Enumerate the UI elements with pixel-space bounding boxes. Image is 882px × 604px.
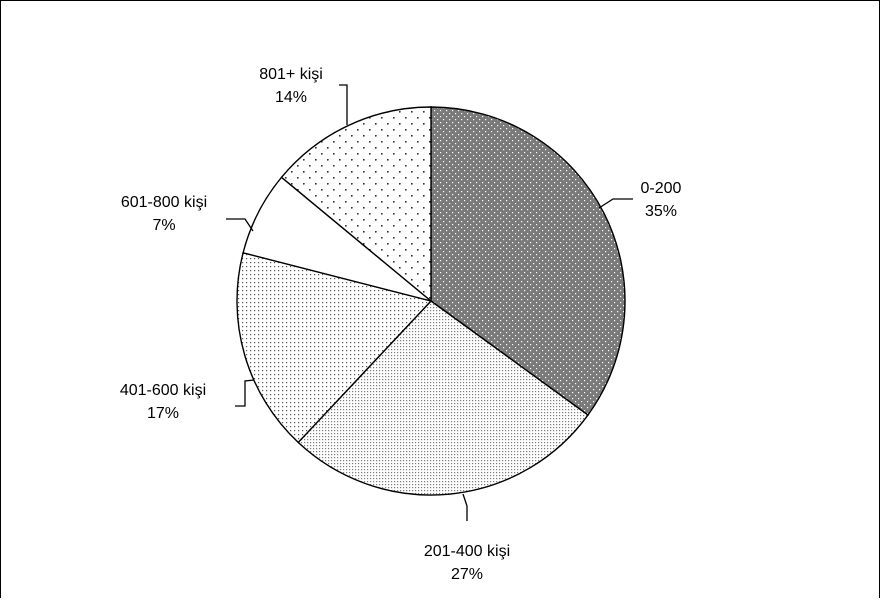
slice-category-label-1: 201-400 kişi xyxy=(424,543,510,560)
leader-lines xyxy=(226,84,633,521)
pie-slice-0 xyxy=(430,106,626,417)
slice-percent-label-0: 35% xyxy=(645,203,677,220)
slice-category-label-0: 0-200 xyxy=(641,180,682,197)
slice-percent-label-4: 14% xyxy=(275,89,307,106)
slice-category-label-3: 601-800 kişi xyxy=(121,194,207,211)
pie-slices xyxy=(236,106,626,496)
pie-slice-2 xyxy=(236,251,433,444)
slice-percent-label-1: 27% xyxy=(451,566,483,583)
leader-line-1 xyxy=(462,493,468,521)
slice-labels: 0-200 35% 201-400 kişi 27% 401-600 kişi 17% 60… xyxy=(120,66,682,583)
pie-slice-1 xyxy=(297,300,589,496)
pie-slice-4 xyxy=(280,106,432,303)
leader-line-0 xyxy=(598,198,633,209)
leader-line-4 xyxy=(339,84,348,125)
leader-line-3 xyxy=(226,218,254,232)
leader-line-2 xyxy=(235,379,255,407)
slice-percent-label-3: 7% xyxy=(152,217,175,234)
slice-category-label-4: 801+ kişi xyxy=(259,66,323,83)
slice-percent-label-2: 17% xyxy=(147,405,179,422)
slice-category-label-2: 401-600 kişi xyxy=(120,382,206,399)
